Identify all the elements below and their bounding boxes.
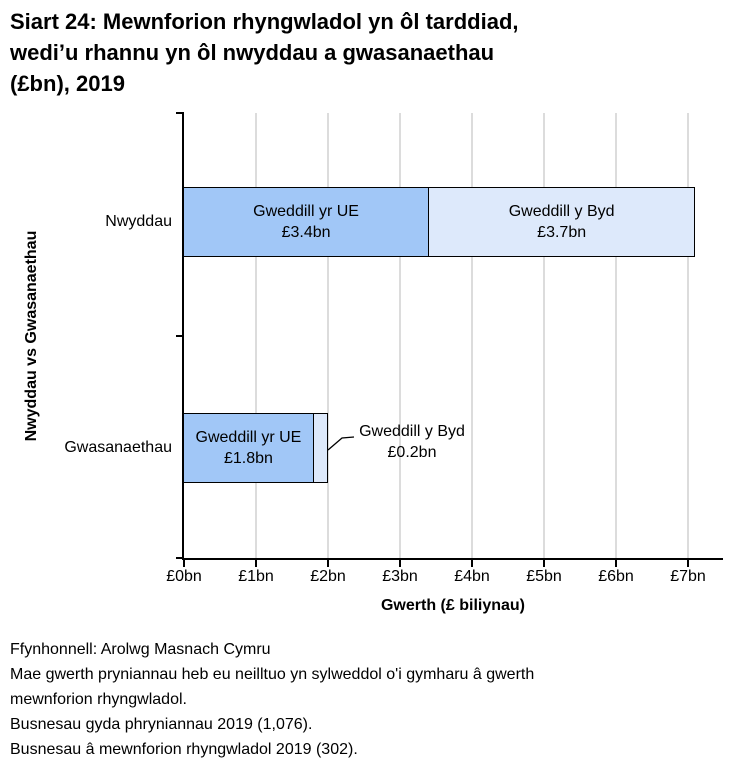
x-axis-tick [255, 560, 257, 567]
chart-title-line: wedi’u rhannu yn ôl nwyddau a gwasanaeth… [10, 40, 495, 65]
gridline-£6bn [615, 113, 617, 558]
x-tick-label: £3bn [382, 568, 418, 585]
x-tick-label: £1bn [238, 568, 274, 585]
x-axis-tick [183, 560, 185, 567]
y-axis-tick [176, 112, 183, 114]
bar-segment-nwyddau-gweddill-yr-ue: Gweddill yr UE £3.4bn [183, 187, 430, 257]
annotation-gweddill-y-byd: Gweddill y Byd £0.2bn [346, 421, 478, 463]
bar-segment-gwasanaethau-gweddill-yr-ue: Gweddill yr UE £1.8bn [183, 413, 314, 483]
x-axis-tick [471, 560, 473, 567]
y-axis-tick [176, 335, 183, 337]
footer-note-line: Mae gwerth pryniannau heb eu neilltuo yn… [10, 666, 535, 683]
segment-label-value: £3.7bn [537, 224, 587, 241]
bar-segment-gwasanaethau-gweddill-y-byd [312, 413, 329, 483]
chart-title-line: (£bn), 2019 [10, 71, 125, 96]
x-axis-tick [327, 560, 329, 567]
x-axis-tick [615, 560, 617, 567]
gridline-£1bn [255, 113, 257, 558]
bar-segment-nwyddau-gweddill-y-byd: Gweddill y Byd £3.7bn [427, 187, 696, 257]
x-tick-label: £0bn [166, 568, 202, 585]
segment-label-name: Gweddill y Byd [508, 203, 615, 220]
gridline-£4bn [471, 113, 473, 558]
gridline-£2bn [327, 113, 329, 558]
y-axis-line [182, 112, 184, 560]
segment-label-name: Gweddill yr UE [253, 203, 359, 220]
annotation-line1: Gweddill y Byd [359, 423, 465, 440]
x-tick-label: £6bn [598, 568, 634, 585]
x-tick-label: £5bn [526, 568, 562, 585]
x-axis-tick [399, 560, 401, 567]
category-label-nwyddau: Nwyddau [105, 213, 172, 230]
gridline-£3bn [399, 113, 401, 558]
x-axis-tick [687, 560, 689, 567]
x-tick-label: £7bn [670, 568, 706, 585]
segment-label-value: £1.8bn [223, 450, 273, 467]
chart-title-line: Siart 24: Mewnforion rhyngwladol yn ôl t… [10, 9, 519, 34]
x-axis-line [182, 558, 723, 560]
gridline-£5bn [543, 113, 545, 558]
footer-note-line: mewnforion rhyngwladol. [10, 691, 187, 708]
gridline-£7bn [687, 113, 689, 558]
y-axis-title: Nwyddau vs Gwasanaethau [23, 230, 40, 442]
footer-note-line: Busnesau â mewnforion rhyngwladol 2019 (… [10, 741, 358, 758]
footer-source-line: Ffynhonnell: Arolwg Masnach Cymru [10, 641, 271, 658]
x-tick-label: £2bn [310, 568, 346, 585]
segment-label-name: Gweddill yr UE [195, 429, 302, 446]
x-axis-title: Gwerth (£ biliynau) [380, 597, 525, 614]
segment-label-value: £3.4bn [281, 224, 331, 241]
footer-notes: Ffynhonnell: Arolwg Masnach Cymru Mae gw… [10, 637, 734, 762]
annotation-line2: £0.2bn [387, 444, 437, 461]
y-axis-tick [176, 557, 183, 559]
x-axis-tick [543, 560, 545, 567]
footer-note-line: Busnesau gyda phryniannau 2019 (1,076). [10, 716, 313, 733]
x-tick-label: £4bn [454, 568, 490, 585]
category-label-gwasanaethau: Gwasanaethau [64, 439, 172, 456]
chart-title: Siart 24: Mewnforion rhyngwladol yn ôl t… [10, 6, 730, 99]
